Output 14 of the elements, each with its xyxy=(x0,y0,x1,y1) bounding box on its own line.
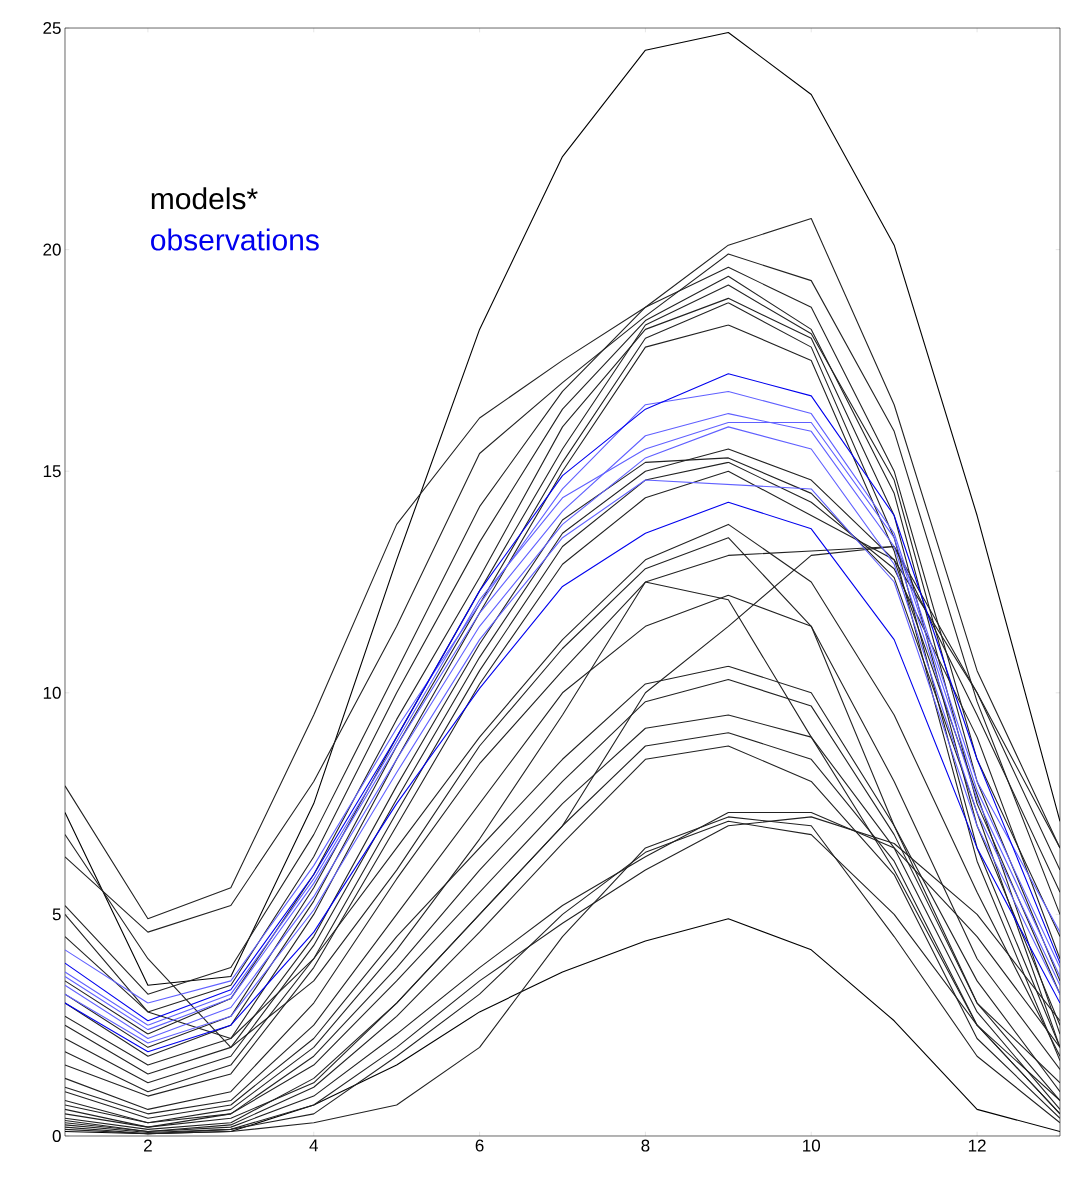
y-tick-label: 20 xyxy=(43,243,61,256)
y-tick-label: 10 xyxy=(43,686,61,699)
y-tick-label: 0 xyxy=(52,1129,61,1143)
y-tick-label: 25 xyxy=(43,22,61,35)
y-tick-label: 15 xyxy=(43,465,61,478)
x-tick-label: 10 xyxy=(803,1139,821,1152)
x-tick-label: 2 xyxy=(144,1139,152,1152)
x-tick-label: 6 xyxy=(475,1139,484,1152)
text: models* xyxy=(151,187,258,210)
x-tick-label: 4 xyxy=(309,1139,318,1152)
x-tick-label: 12 xyxy=(968,1139,986,1152)
y-tick-label: 5 xyxy=(52,908,61,921)
x-tick-label: 8 xyxy=(641,1139,650,1152)
text: observations xyxy=(151,228,319,251)
